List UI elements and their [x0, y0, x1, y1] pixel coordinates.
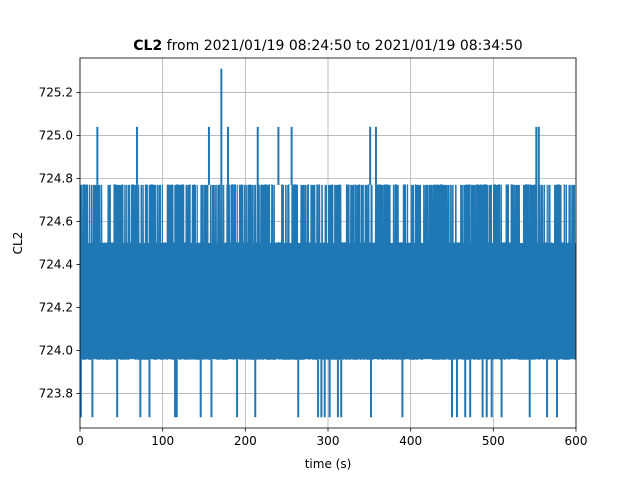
chart-title: CL2 from 2021/01/19 08:24:50 to 2021/01/…: [133, 38, 522, 54]
chart-title-rest: from 2021/01/19 08:24:50 to 2021/01/19 0…: [162, 38, 522, 54]
x-tick-label: 300: [317, 434, 340, 448]
x-tick-label: 600: [565, 434, 588, 448]
chart-title-text: CL2 from 2021/01/19 08:24:50 to 2021/01/…: [133, 38, 522, 54]
x-tick-label: 200: [234, 434, 257, 448]
y-tick-label: 723.8: [39, 387, 73, 401]
y-tick-label: 724.2: [39, 301, 73, 315]
x-tick-label: 500: [482, 434, 505, 448]
y-tick-label: 724.8: [39, 171, 73, 185]
y-axis-label: CL2: [11, 232, 25, 255]
chart-title-bold: CL2: [133, 38, 162, 54]
axes: 0 100 200 300 400 500 600 723.8 724.0 724.2 724.4 7…: [39, 57, 588, 448]
series-line: [80, 184, 576, 360]
x-tick-label: 0: [76, 434, 84, 448]
y-tick-label: 725.0: [39, 128, 73, 142]
x-tick-label: 400: [399, 434, 422, 448]
y-tick-label: 724.6: [39, 214, 73, 228]
x-tick-label: 100: [151, 434, 174, 448]
y-tick-label: 724.4: [39, 258, 73, 272]
x-axis-label: time (s): [305, 457, 352, 471]
plot-area: [80, 68, 576, 418]
y-tick-label: 725.2: [39, 85, 73, 99]
y-tick-label: 724.0: [39, 344, 73, 358]
